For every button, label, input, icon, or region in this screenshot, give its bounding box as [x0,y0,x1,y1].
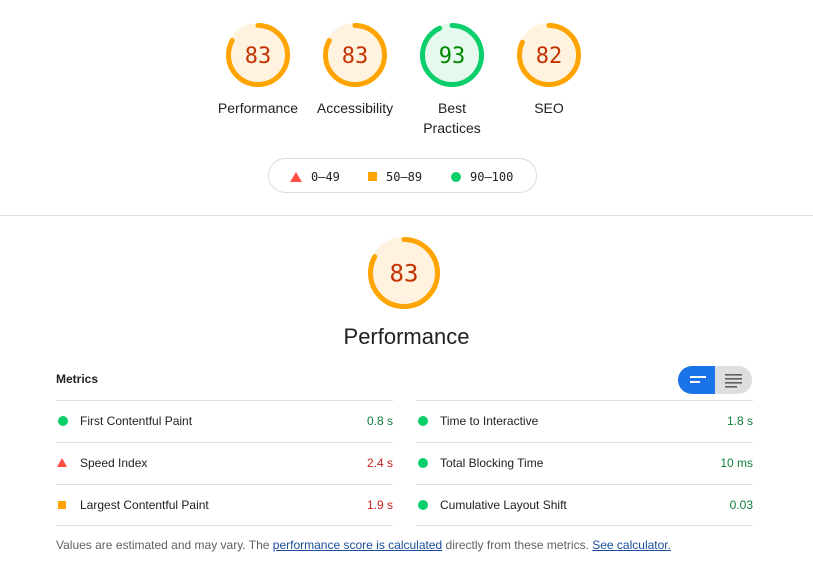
legend-fail: 0–49 [290,159,340,194]
average-square-icon [368,172,377,181]
gauge-ring: 83 [226,23,290,87]
legend-average: 50–89 [368,159,422,194]
score-summary: 83 Performance 83 Accessibility 93 Best … [0,22,813,142]
gauge-best-practices[interactable]: 93 Best Practices [402,22,502,138]
gauge-score: 83 [245,44,272,69]
metric-name: Cumulative Layout Shift [440,498,567,512]
metric-value: 0.8 s [366,414,393,428]
metric-value: 1.8 s [726,414,753,428]
average-square-icon [58,501,66,509]
gauge-accessibility[interactable]: 83 Accessibility [305,22,405,118]
metric-row[interactable]: Speed Index 2.4 s [56,442,393,484]
gauge-label: Performance [217,100,299,116]
performance-title: Performance [343,324,470,349]
metrics-heading: Metrics [56,372,99,386]
pass-circle-icon [58,416,68,426]
metric-name: Total Blocking Time [440,456,544,470]
toggle-expanded-view[interactable] [715,366,752,394]
gauge-label: Accessibility [316,100,394,116]
metric-name: Time to Interactive [440,414,539,428]
metric-row[interactable]: Total Blocking Time 10 ms [416,442,753,484]
score-calculated-link[interactable]: performance score is calculated [272,538,443,552]
gauge-score: 83 [342,44,369,69]
expanded-lines-icon [725,374,742,388]
pass-circle-icon [418,416,428,426]
gauge-ring: 93 [420,23,484,87]
metric-value: 0.03 [729,498,753,512]
pass-circle-icon [418,500,428,510]
metric-row[interactable]: Cumulative Layout Shift 0.03 [416,484,753,526]
gauge-performance[interactable]: 83 Performance [208,22,308,118]
legend-average-label: 50–89 [386,169,423,184]
pass-circle-icon [451,171,461,182]
metrics-column-right: Time to Interactive 1.8 s Total Blocking… [416,400,753,526]
gauge-seo[interactable]: 82 SEO [499,22,599,118]
gauge-ring: 83 [323,23,387,87]
metric-value: 2.4 s [366,456,393,470]
fail-triangle-icon [290,171,302,182]
footnote-text: Values are estimated and may vary. The [56,538,273,552]
metrics-view-toggle[interactable] [678,366,752,394]
metrics-column-left: First Contentful Paint 0.8 s Speed Index… [56,400,393,526]
pass-circle-icon [418,458,428,468]
metrics-footnote: Values are estimated and may vary. The p… [56,538,671,552]
section-divider [0,215,813,216]
compact-lines-icon [690,376,706,383]
gauge-arc [226,23,290,87]
legend-fail-label: 0–49 [311,169,340,184]
metric-value: 10 ms [720,456,753,470]
gauge-ring: 82 [517,23,581,87]
metric-value: 1.9 s [366,498,393,512]
gauge-label: Best Practices [423,100,481,136]
toggle-compact-view[interactable] [678,366,715,394]
gauge-score: 93 [439,44,466,69]
gauge-score: 83 [390,260,419,288]
gauge-score: 82 [536,44,563,69]
gauge-arc [368,237,440,309]
metric-row[interactable]: Time to Interactive 1.8 s [416,400,753,442]
gauge-arc [323,23,387,87]
metric-row[interactable]: Largest Contentful Paint 1.9 s [56,484,393,526]
performance-gauge-large: 83 [367,236,441,315]
fail-triangle-icon [57,458,67,467]
metric-row[interactable]: First Contentful Paint 0.8 s [56,400,393,442]
metric-name: Speed Index [80,456,148,470]
legend-pass-label: 90–100 [470,169,514,184]
gauge-arc [420,23,484,87]
performance-gauge-ring: 83 [368,237,440,309]
score-legend: 0–49 50–89 90–100 [268,158,537,193]
gauge-label: SEO [534,100,564,116]
metric-name: First Contentful Paint [80,414,193,428]
footnote-text: directly from these metrics. [442,538,593,552]
metric-name: Largest Contentful Paint [80,498,209,512]
legend-pass: 90–100 [451,159,513,194]
see-calculator-link[interactable]: See calculator. [592,538,671,552]
gauge-arc [517,23,581,87]
